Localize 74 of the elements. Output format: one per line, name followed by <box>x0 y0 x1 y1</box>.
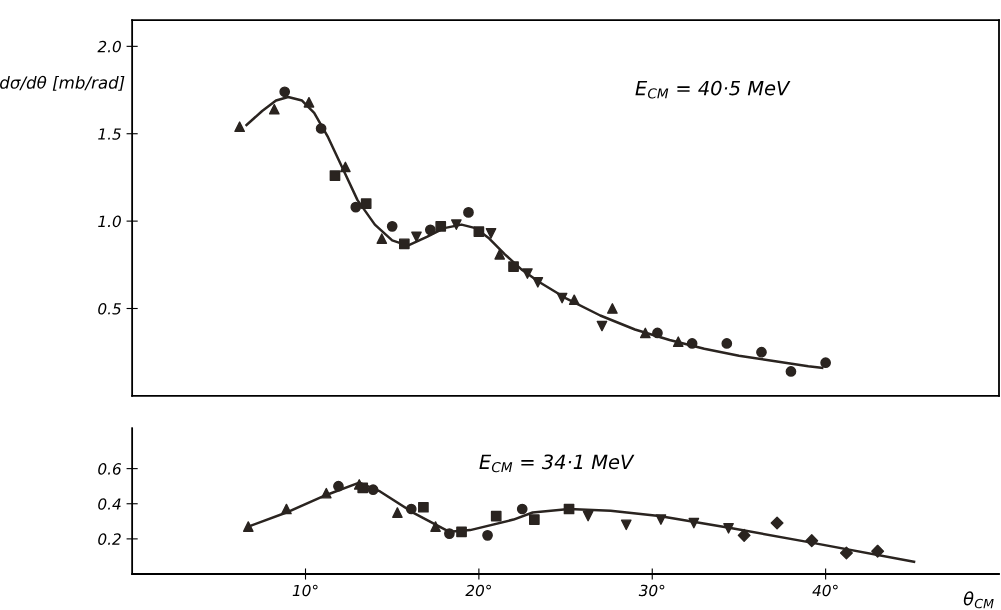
point <box>333 480 344 492</box>
x-axis-title: θ$_{CM}$ <box>963 591 994 609</box>
y-tick-label: 1.5 <box>98 128 121 140</box>
y-tick-label: 2.0 <box>97 40 121 53</box>
point <box>737 528 751 542</box>
point <box>376 233 388 244</box>
point <box>435 221 447 232</box>
point <box>315 123 327 134</box>
point <box>456 526 467 538</box>
point <box>386 221 398 232</box>
x-tick-label: 40° <box>812 584 838 597</box>
point <box>839 546 853 560</box>
point <box>281 503 292 515</box>
point <box>723 522 734 534</box>
point <box>582 510 594 522</box>
point <box>568 294 580 306</box>
x-tick-label: 30° <box>638 584 665 597</box>
point <box>522 268 533 279</box>
point <box>655 514 667 525</box>
point <box>805 534 819 548</box>
point <box>596 320 608 332</box>
y-axis-title: dσ/dθ [mb/rad] <box>0 75 125 91</box>
point <box>556 292 568 304</box>
point <box>463 207 474 218</box>
point <box>279 86 291 98</box>
point <box>532 276 544 288</box>
point <box>607 303 618 314</box>
y-tick-label: 1.0 <box>98 215 121 228</box>
point <box>785 366 797 377</box>
point <box>871 544 885 558</box>
point <box>482 530 493 541</box>
point <box>756 346 767 358</box>
y-tick-label: 0.4 <box>98 498 121 510</box>
point <box>350 201 362 213</box>
point <box>418 501 429 513</box>
annotation: E$_{CM}$ = 40·5 MeV <box>635 80 791 99</box>
x-tick-label: 20° <box>465 584 491 597</box>
point <box>392 507 403 518</box>
y-tick-label: 0.2 <box>98 533 121 545</box>
point <box>652 327 663 339</box>
point <box>424 224 436 236</box>
point <box>490 510 502 522</box>
x-tick-label: 10° <box>292 584 318 597</box>
point <box>688 517 700 529</box>
annotation: E$_{CM}$ = 34·1 MeV <box>479 454 635 473</box>
point <box>516 503 528 515</box>
point <box>329 170 341 182</box>
point <box>450 219 462 230</box>
y-tick-label: 0.5 <box>98 302 121 315</box>
point <box>494 248 506 260</box>
point <box>430 521 441 532</box>
point <box>672 336 684 348</box>
point <box>303 96 315 108</box>
point <box>320 487 332 499</box>
point <box>234 121 245 133</box>
point <box>686 338 698 349</box>
point <box>405 503 417 515</box>
point <box>473 226 485 237</box>
point <box>721 338 733 349</box>
point <box>485 227 497 239</box>
point <box>398 238 410 250</box>
point <box>360 198 372 209</box>
point <box>820 357 831 369</box>
point <box>770 516 784 530</box>
point <box>620 519 632 531</box>
point <box>444 528 455 539</box>
point <box>340 161 351 173</box>
point <box>268 103 280 115</box>
point <box>529 514 540 525</box>
point <box>639 327 651 339</box>
y-tick-label: 0.6 <box>98 463 122 475</box>
point <box>242 521 254 532</box>
point <box>367 484 379 496</box>
point <box>508 261 519 272</box>
